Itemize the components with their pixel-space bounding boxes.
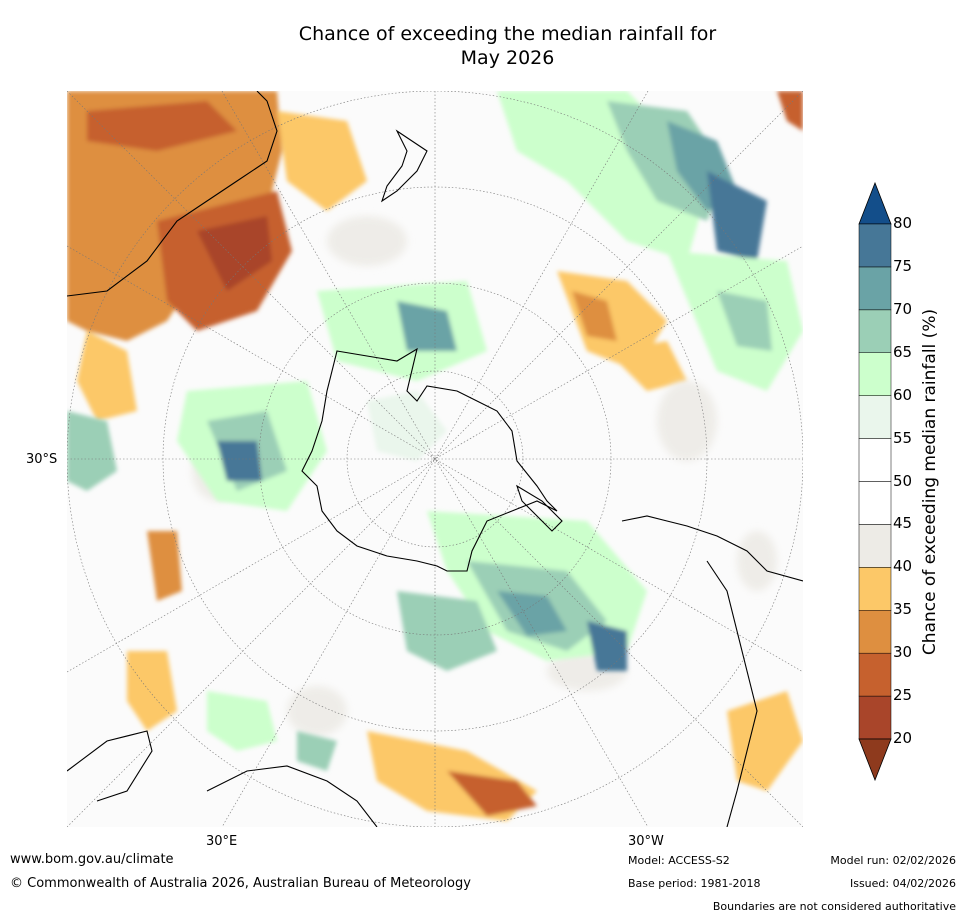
model-text: Model: ACCESS-S2 (628, 854, 730, 867)
colorbar-tick-label: 25 (893, 686, 913, 705)
colorbar-tick-label: 45 (893, 514, 913, 533)
wet-anomaly-regions (67, 91, 803, 771)
new-zealand-coastline (380, 129, 428, 203)
colorbar-tick-label: 40 (893, 557, 913, 576)
colorbar-upper-arrow (858, 182, 892, 225)
model-run-text: Model run: 02/02/2026 (830, 854, 956, 867)
colorbar-segment (858, 266, 892, 311)
colorbar-segments (858, 182, 892, 782)
colorbar-tick-label: 30 (893, 643, 913, 662)
colorbar-segment (858, 610, 892, 654)
colorbar-tick-label: 50 (893, 471, 913, 490)
colorbar-segment (858, 309, 892, 354)
colorbar-tick-label: 60 (893, 385, 913, 404)
coastlines (67, 91, 803, 827)
antarctic-peninsula-coastline (516, 484, 563, 532)
graticule (67, 91, 803, 827)
disclaimer-text: Boundaries are not considered authoritat… (712, 900, 956, 913)
base-period-text: Base period: 1981-2018 (628, 877, 761, 890)
longitude-label-east: 30°E (206, 834, 238, 849)
polar-rainfall-map (67, 91, 803, 827)
antarctica-coastline (301, 347, 558, 572)
colorbar-segment (858, 652, 892, 697)
colorbar-segment (858, 352, 892, 396)
title-line-2: May 2026 (460, 47, 555, 69)
colorbar-tick-label: 80 (893, 214, 913, 232)
colorbar-tick-label: 20 (893, 729, 913, 747)
copyright-text: © Commonwealth of Australia 2026, Austra… (10, 876, 471, 891)
colorbar (858, 182, 892, 782)
colorbar-tick-label: 65 (893, 342, 913, 361)
colorbar-tick-label: 55 (893, 428, 913, 447)
colorbar-tick-label: 75 (893, 256, 913, 275)
issued-text: Issued: 04/02/2026 (849, 877, 956, 890)
colorbar-tick-label: 35 (893, 600, 913, 619)
colorbar-segment (858, 395, 892, 439)
colorbar-segment (858, 567, 892, 611)
africa-coastline (67, 730, 378, 827)
latitude-label: 30°S (26, 452, 58, 467)
colorbar-segment (858, 524, 892, 568)
colorbar-lower-arrow (858, 738, 892, 782)
australia-coastline (67, 91, 278, 297)
colorbar-segment (858, 438, 892, 482)
colorbar-segment (858, 695, 892, 740)
colorbar-segment (858, 481, 892, 525)
dry-anomaly-regions (67, 91, 803, 821)
south-america-coastline (621, 515, 803, 827)
colorbar-label: Chance of exceeding median rainfall (%) (920, 308, 940, 656)
colorbar-segment (858, 223, 892, 268)
colorbar-tick-label: 70 (893, 299, 913, 318)
map-canvas (67, 91, 803, 827)
title-line-1: Chance of exceeding the median rainfall … (298, 23, 717, 45)
map-title: Chance of exceeding the median rainfall … (0, 22, 965, 70)
website-text: www.bom.gov.au/climate (10, 852, 174, 867)
longitude-label-west: 30°W (628, 834, 664, 849)
